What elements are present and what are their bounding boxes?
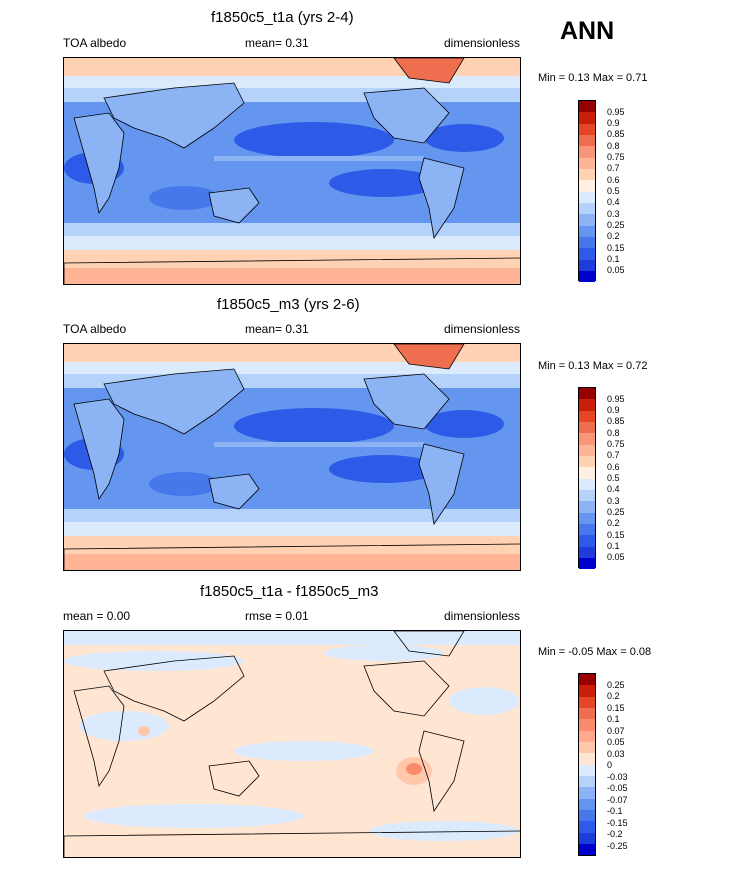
panel-1-level: 0.05 bbox=[607, 265, 625, 275]
panel-1-minmax: Min = 0.13 Max = 0.71 bbox=[538, 72, 648, 84]
panel-2-level: 0.6 bbox=[607, 462, 620, 472]
panel-1-mean: mean= 0.31 bbox=[245, 36, 309, 50]
panel-2-level: 0.1 bbox=[607, 541, 620, 551]
panel-2-mean: mean= 0.31 bbox=[245, 322, 309, 336]
panel-1-level: 0.85 bbox=[607, 129, 625, 139]
panel-1-map bbox=[63, 57, 521, 285]
panel-1-level: 0.8 bbox=[607, 141, 620, 151]
panel-1-variable: TOA albedo bbox=[63, 36, 127, 50]
season-label: ANN bbox=[560, 17, 615, 45]
panel-1-level: 0.5 bbox=[607, 186, 620, 196]
panel-2-colorbar bbox=[578, 387, 596, 570]
panel-3-units: dimensionless bbox=[444, 609, 521, 623]
panel-3-level: -0.2 bbox=[607, 829, 623, 839]
panel-3-level: -0.05 bbox=[607, 783, 628, 793]
panel-2-level: 0.75 bbox=[607, 439, 625, 449]
panel-3-level: 0 bbox=[607, 760, 613, 770]
panel-2-minmax: Min = 0.13 Max = 0.72 bbox=[538, 360, 648, 372]
panel-3-level: -0.25 bbox=[607, 841, 628, 851]
panel-2-level: 0.95 bbox=[607, 394, 625, 404]
panel-1-level: 0.6 bbox=[607, 175, 620, 185]
panel-1-level: 0.1 bbox=[607, 254, 620, 264]
panel-1-level: 0.95 bbox=[607, 107, 625, 117]
panel-3-rmse: rmse = 0.01 bbox=[245, 609, 309, 623]
panel-1-level: 0.4 bbox=[607, 197, 620, 207]
panel-1-level: 0.3 bbox=[607, 209, 620, 219]
panel-1-units: dimensionless bbox=[444, 36, 521, 50]
panel-2-level: 0.4 bbox=[607, 484, 620, 494]
panel-1-level: 0.25 bbox=[607, 220, 625, 230]
panel-2-level: 0.2 bbox=[607, 518, 620, 528]
panel-3-level: 0.15 bbox=[607, 703, 625, 713]
panel-2-level: 0.3 bbox=[607, 496, 620, 506]
panel-2-units: dimensionless bbox=[444, 322, 521, 336]
panel-1-title: f1850c5_t1a (yrs 2-4) bbox=[211, 9, 354, 26]
panel-2-map bbox=[63, 343, 521, 571]
panel-3-level: 0.25 bbox=[607, 680, 625, 690]
panel-3-level: 0.05 bbox=[607, 737, 625, 747]
panel-3-level: -0.1 bbox=[607, 806, 623, 816]
panel-1-level: 0.2 bbox=[607, 231, 620, 241]
panel-3-mean: mean = 0.00 bbox=[63, 609, 131, 623]
panel-1-colorbar bbox=[578, 100, 596, 283]
panel-3-map bbox=[63, 630, 521, 858]
panel-2-level: 0.9 bbox=[607, 405, 620, 415]
panel-3-level: 0.2 bbox=[607, 691, 620, 701]
panel-1-level: 0.7 bbox=[607, 163, 620, 173]
panel-3-level: -0.15 bbox=[607, 818, 628, 828]
panel-2-level: 0.5 bbox=[607, 473, 620, 483]
panel-3-level: -0.03 bbox=[607, 772, 628, 782]
panel-3-level: 0.03 bbox=[607, 749, 625, 759]
panel-2-level: 0.15 bbox=[607, 530, 625, 540]
panel-2-level: 0.7 bbox=[607, 450, 620, 460]
panel-2-title: f1850c5_m3 (yrs 2-6) bbox=[217, 296, 360, 313]
panel-1-level: 0.75 bbox=[607, 152, 625, 162]
panel-2-level: 0.25 bbox=[607, 507, 625, 517]
panel-3-title: f1850c5_t1a - f1850c5_m3 bbox=[200, 583, 379, 600]
panel-3-level: 0.1 bbox=[607, 714, 620, 724]
panel-3-colorbar bbox=[578, 673, 596, 856]
panel-1-level: 0.9 bbox=[607, 118, 620, 128]
panel-1-level: 0.15 bbox=[607, 243, 625, 253]
panel-2-variable: TOA albedo bbox=[63, 322, 127, 336]
panel-3-level: 0.07 bbox=[607, 726, 625, 736]
panel-2-level: 0.85 bbox=[607, 416, 625, 426]
panel-2-level: 0.8 bbox=[607, 428, 620, 438]
panel-3-level: -0.07 bbox=[607, 795, 628, 805]
panel-3-minmax: Min = -0.05 Max = 0.08 bbox=[538, 646, 652, 658]
panel-2-level: 0.05 bbox=[607, 552, 625, 562]
